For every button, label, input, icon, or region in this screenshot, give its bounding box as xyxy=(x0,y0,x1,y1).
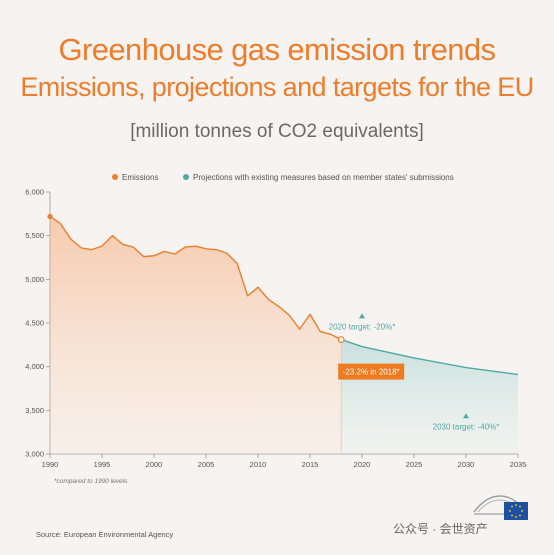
y-tick-label: 3,000 xyxy=(25,450,44,459)
y-tick-label: 6,000 xyxy=(25,188,44,197)
chart-areas xyxy=(50,216,518,454)
projections-line xyxy=(340,338,519,376)
y-tick-label: 5,000 xyxy=(25,275,44,284)
callout-2018-box xyxy=(338,363,405,380)
legend-label-emissions: Emissions xyxy=(122,173,158,182)
target-marker-icon xyxy=(463,413,469,419)
chart-subtitle: Emissions, projections and targets for t… xyxy=(20,72,534,102)
emissions-area xyxy=(50,216,342,454)
x-tick-label: 1990 xyxy=(42,460,59,469)
legend-label-projections: Projections with existing measures based… xyxy=(193,173,454,182)
watermark: 公众号 · 会世资产 xyxy=(393,522,488,536)
x-tick-label: 1995 xyxy=(94,460,111,469)
x-axis: 1990 1995 2000 2005 2010 2015 2020 2025 2030 2035 xyxy=(42,453,527,469)
y-tick-label: 4,000 xyxy=(25,362,44,371)
y-axis: 3,000 3,500 4,000 4,500 5,000 5,500 6,000 xyxy=(25,188,51,459)
x-tick-label: 2035 xyxy=(510,460,527,469)
target-label: 2020 target: -20%* xyxy=(329,322,396,331)
eu-flag-icon xyxy=(504,502,528,520)
callout-2018-label: -23.2% in 2018* xyxy=(343,368,400,377)
european-parliament-logo xyxy=(473,495,528,520)
y-tick-label: 5,500 xyxy=(25,231,44,240)
unit-label: [million tonnes of CO2 equivalents] xyxy=(130,121,424,142)
legend-swatch-emissions xyxy=(112,174,118,180)
x-tick-label: 2025 xyxy=(406,460,423,469)
target-marker-icon xyxy=(359,313,365,319)
chart-lines xyxy=(47,213,519,376)
chart-title: Greenhouse gas emission trends xyxy=(58,32,497,67)
data-point-1990 xyxy=(47,213,53,220)
data-point-2018 xyxy=(337,336,345,343)
y-tick-label: 3,500 xyxy=(25,406,44,415)
emissions-line xyxy=(49,215,342,341)
source-note: Source: European Environmental Agency xyxy=(36,530,174,539)
y-tick-label: 4,500 xyxy=(25,319,44,328)
x-tick-label: 2010 xyxy=(250,460,267,469)
annotations: -23.2% in 2018* 2020 target: -20%* 2030 ta… xyxy=(329,313,500,431)
footnote: *compared to 1990 levels xyxy=(54,478,128,485)
x-tick-label: 2030 xyxy=(458,460,475,469)
projections-area xyxy=(341,339,518,454)
x-tick-label: 2020 xyxy=(354,460,371,469)
x-tick-label: 2005 xyxy=(198,460,215,469)
legend: Emissions Projections with existing meas… xyxy=(112,173,454,182)
legend-swatch-projections xyxy=(183,174,189,180)
x-tick-label: 2000 xyxy=(146,460,163,469)
x-tick-label: 2015 xyxy=(302,460,319,469)
target-label: 2030 target: -40%* xyxy=(433,422,500,431)
